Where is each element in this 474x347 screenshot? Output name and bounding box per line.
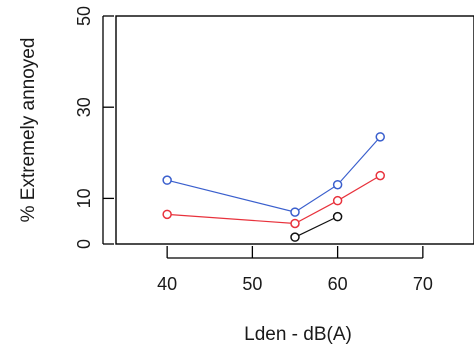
x-axis: 40 50 60 70 (157, 246, 433, 294)
data-point (162, 209, 172, 220)
y-tick-label: 10 (74, 188, 94, 208)
series-2 (162, 170, 385, 229)
y-tick-label: 50 (74, 6, 94, 26)
series-line (166, 136, 381, 213)
data-point (290, 232, 300, 242)
series-3 (290, 211, 343, 242)
data-point (162, 175, 172, 185)
series-1 (162, 132, 385, 217)
data-point (332, 195, 343, 206)
y-axis: 0 10 30 50 (74, 6, 114, 249)
series-line (294, 216, 338, 238)
x-axis-title: Lden - dB(A) (244, 324, 352, 345)
y-tick-label: 0 (74, 239, 94, 249)
data-point (332, 179, 343, 190)
x-tick-label: 40 (157, 274, 177, 294)
data-point (375, 170, 385, 181)
x-tick-label: 60 (328, 274, 348, 294)
series-layer (162, 132, 385, 242)
data-point (290, 218, 300, 229)
data-point (332, 211, 343, 222)
data-point (375, 132, 385, 142)
x-tick-label: 50 (242, 274, 262, 294)
plot-frame (115, 15, 474, 245)
series-line (167, 175, 381, 225)
y-axis-title: % Extremely annoyed (18, 38, 39, 223)
data-point (290, 207, 300, 217)
y-tick-label: 30 (74, 97, 94, 117)
x-tick-label: 70 (413, 274, 433, 294)
